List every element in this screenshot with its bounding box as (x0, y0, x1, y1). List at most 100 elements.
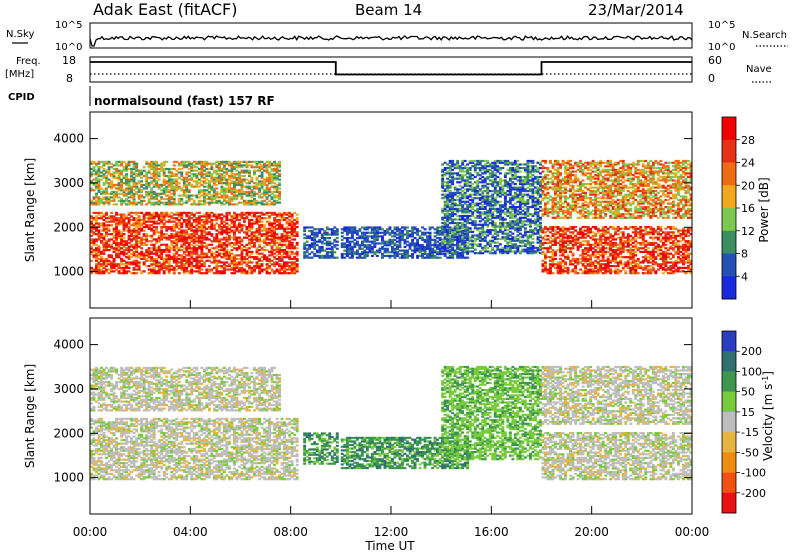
power-cell (491, 216, 495, 219)
power-cell (396, 237, 399, 240)
power-cell (476, 204, 480, 207)
power-cell (345, 238, 349, 241)
power-cell (498, 214, 502, 218)
power-cell (222, 166, 226, 169)
power-cell (125, 215, 129, 218)
power-cell (265, 236, 269, 239)
power-cell (365, 228, 369, 231)
power-cell (192, 270, 196, 273)
power-cell (493, 216, 497, 219)
power-cell (508, 186, 512, 189)
power-cell (145, 176, 149, 179)
power-cell (363, 245, 367, 249)
power-cell (481, 225, 485, 228)
power-cell (448, 181, 452, 184)
power-cell (107, 217, 111, 220)
power-cell (105, 190, 108, 194)
power-cell (483, 195, 487, 198)
power-cell (135, 169, 139, 172)
power-cell (461, 218, 465, 221)
power-cell (172, 257, 176, 261)
power-cell (105, 270, 108, 273)
power-cell (100, 265, 103, 268)
power-cell (340, 242, 344, 245)
power-cell (110, 266, 114, 269)
power-cell (155, 180, 159, 183)
power-cell (240, 211, 244, 214)
power-cell (152, 245, 156, 248)
power-cell (273, 190, 277, 194)
power-cell (202, 263, 206, 266)
power-cell (448, 190, 452, 193)
power-cell (268, 231, 272, 234)
power-cell (428, 242, 432, 245)
power-cell (180, 217, 184, 220)
power-cell (205, 182, 209, 185)
power-cell (491, 204, 495, 207)
power-cell (190, 203, 194, 206)
power-cell (152, 175, 156, 178)
power-cell (468, 167, 472, 170)
power-cell (275, 247, 279, 250)
power-cell (117, 250, 121, 253)
power-cell (202, 166, 206, 169)
power-cell (170, 171, 174, 174)
power-cell (365, 238, 369, 241)
power-cell (348, 231, 352, 234)
power-cell (270, 227, 274, 230)
power-cell (518, 198, 522, 202)
power-cell (120, 257, 124, 261)
power-cell (428, 256, 432, 259)
power-cell (147, 272, 151, 275)
power-cell (212, 226, 216, 229)
power-cell (228, 263, 231, 266)
power-cell (175, 187, 179, 190)
power-cell (373, 238, 377, 241)
power-cell (518, 216, 522, 219)
power-cell (215, 166, 219, 169)
power-cell (258, 196, 262, 199)
power-cell (258, 266, 262, 269)
power-cell (155, 254, 159, 257)
power-cell (180, 160, 184, 163)
power-cell (233, 203, 236, 206)
power-cell (177, 234, 181, 237)
power-cell (263, 178, 267, 181)
power-cell (145, 203, 149, 206)
power-cell (205, 268, 209, 271)
power-cell (448, 193, 452, 196)
power-cell (488, 174, 492, 177)
power-cell (130, 160, 134, 163)
power-cell (233, 160, 236, 163)
power-cell (135, 220, 139, 223)
power-cell (120, 182, 124, 185)
power-cell (491, 179, 495, 182)
power-cell (248, 240, 251, 243)
power-cell (95, 194, 98, 197)
power-cell (92, 211, 96, 214)
power-cell (305, 251, 309, 254)
power-cell (167, 249, 171, 252)
power-cell (401, 254, 404, 257)
power-cell (240, 196, 244, 199)
power-cell (110, 199, 114, 202)
power-cell (240, 259, 244, 262)
power-cell (185, 171, 189, 174)
power-cell (441, 243, 445, 246)
power-cell (345, 249, 349, 252)
power-cell (202, 234, 206, 237)
power-cell (205, 213, 209, 216)
power-cell (513, 206, 517, 209)
power-cell (155, 238, 159, 241)
power-cell (501, 190, 505, 193)
power-cell (187, 257, 191, 261)
power-cell (175, 180, 179, 183)
power-cell (142, 222, 146, 225)
power-cell (483, 222, 487, 225)
power-cell (285, 261, 289, 264)
power-cell (285, 213, 289, 216)
power-cell (290, 220, 294, 223)
power-cell (508, 222, 512, 225)
power-cell (115, 169, 119, 172)
power-cell (233, 272, 236, 275)
